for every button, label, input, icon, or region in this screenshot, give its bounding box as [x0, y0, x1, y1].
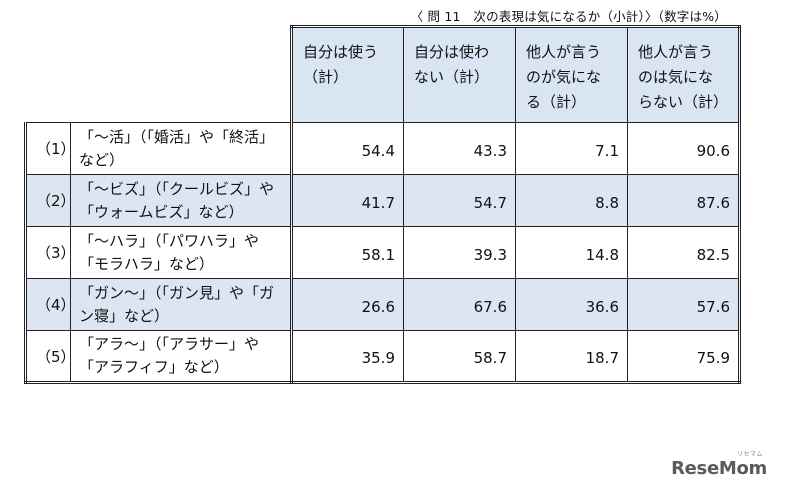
- survey-table: 自分は使う （計） 自分は使わ ない（計） 他人が言う のが気にな る（計） 他…: [24, 25, 741, 384]
- value-not-use: 54.7: [403, 174, 516, 227]
- table-row: （5） 「アラ～」（「アラサー」や 「アラフィフ」など） 35.9 58.7 1…: [24, 330, 741, 384]
- header-row: 自分は使う （計） 自分は使わ ない（計） 他人が言う のが気にな る（計） 他…: [25, 25, 741, 123]
- row-label: 「アラ～」（「アラサー」や 「アラフィフ」など）: [70, 330, 293, 384]
- value-bothered: 36.6: [515, 278, 628, 331]
- row-label: 「～ハラ」（「パワハラ」や 「モラハラ」など）: [70, 226, 293, 279]
- table-row: （1） 「～活」（「婚活」や「終活」 など） 54.4 43.3 7.1 90.…: [24, 122, 741, 175]
- value-use: 26.6: [291, 278, 404, 331]
- row-index: （5）: [24, 330, 76, 384]
- value-not-bothered: 75.9: [627, 330, 741, 384]
- table-row: （4） 「ガン～」（「ガン見」や「ガ ン寝」など） 26.6 67.6 36.6…: [24, 278, 741, 331]
- value-bothered: 8.8: [515, 174, 628, 227]
- value-not-bothered: 82.5: [627, 226, 741, 279]
- row-index: （4）: [24, 278, 76, 331]
- row-label: 「～活」（「婚活」や「終活」 など）: [70, 122, 293, 175]
- value-use: 35.9: [291, 330, 404, 384]
- row-index: （3）: [24, 226, 76, 279]
- row-index: （1）: [24, 122, 76, 175]
- value-use: 41.7: [291, 174, 404, 227]
- column-header-not-use: 自分は使わ ない（計）: [403, 25, 516, 123]
- value-not-bothered: 90.6: [627, 122, 741, 175]
- row-label: 「ガン～」（「ガン見」や「ガ ン寝」など）: [70, 278, 293, 331]
- row-index: （2）: [24, 174, 76, 227]
- column-header-bothered: 他人が言う のが気にな る（計）: [515, 25, 628, 123]
- table-row: （3） 「～ハラ」（「パワハラ」や 「モラハラ」など） 58.1 39.3 14…: [24, 226, 741, 279]
- column-header-not-bothered: 他人が言う のは気にな らない（計）: [627, 25, 741, 123]
- resemom-logo: ReseMom: [671, 458, 767, 479]
- value-use: 54.4: [291, 122, 404, 175]
- value-not-use: 58.7: [403, 330, 516, 384]
- value-bothered: 7.1: [515, 122, 628, 175]
- logo-subtext: リセマム: [736, 451, 763, 458]
- value-not-use: 39.3: [403, 226, 516, 279]
- table-caption: 〈 問 11 次の表現は気になるか（小計）〉（数字は%）: [410, 9, 727, 24]
- column-header-use: 自分は使う （計）: [290, 25, 404, 123]
- value-use: 58.1: [291, 226, 404, 279]
- value-bothered: 14.8: [515, 226, 628, 279]
- value-bothered: 18.7: [515, 330, 628, 384]
- value-not-bothered: 57.6: [627, 278, 741, 331]
- row-label: 「～ビズ」（「クールビズ」や 「ウォームビズ」など）: [70, 174, 293, 227]
- value-not-use: 43.3: [403, 122, 516, 175]
- header-corner: [25, 26, 292, 123]
- table-row: （2） 「～ビズ」（「クールビズ」や 「ウォームビズ」など） 41.7 54.7…: [24, 174, 741, 227]
- value-not-use: 67.6: [403, 278, 516, 331]
- value-not-bothered: 87.6: [627, 174, 741, 227]
